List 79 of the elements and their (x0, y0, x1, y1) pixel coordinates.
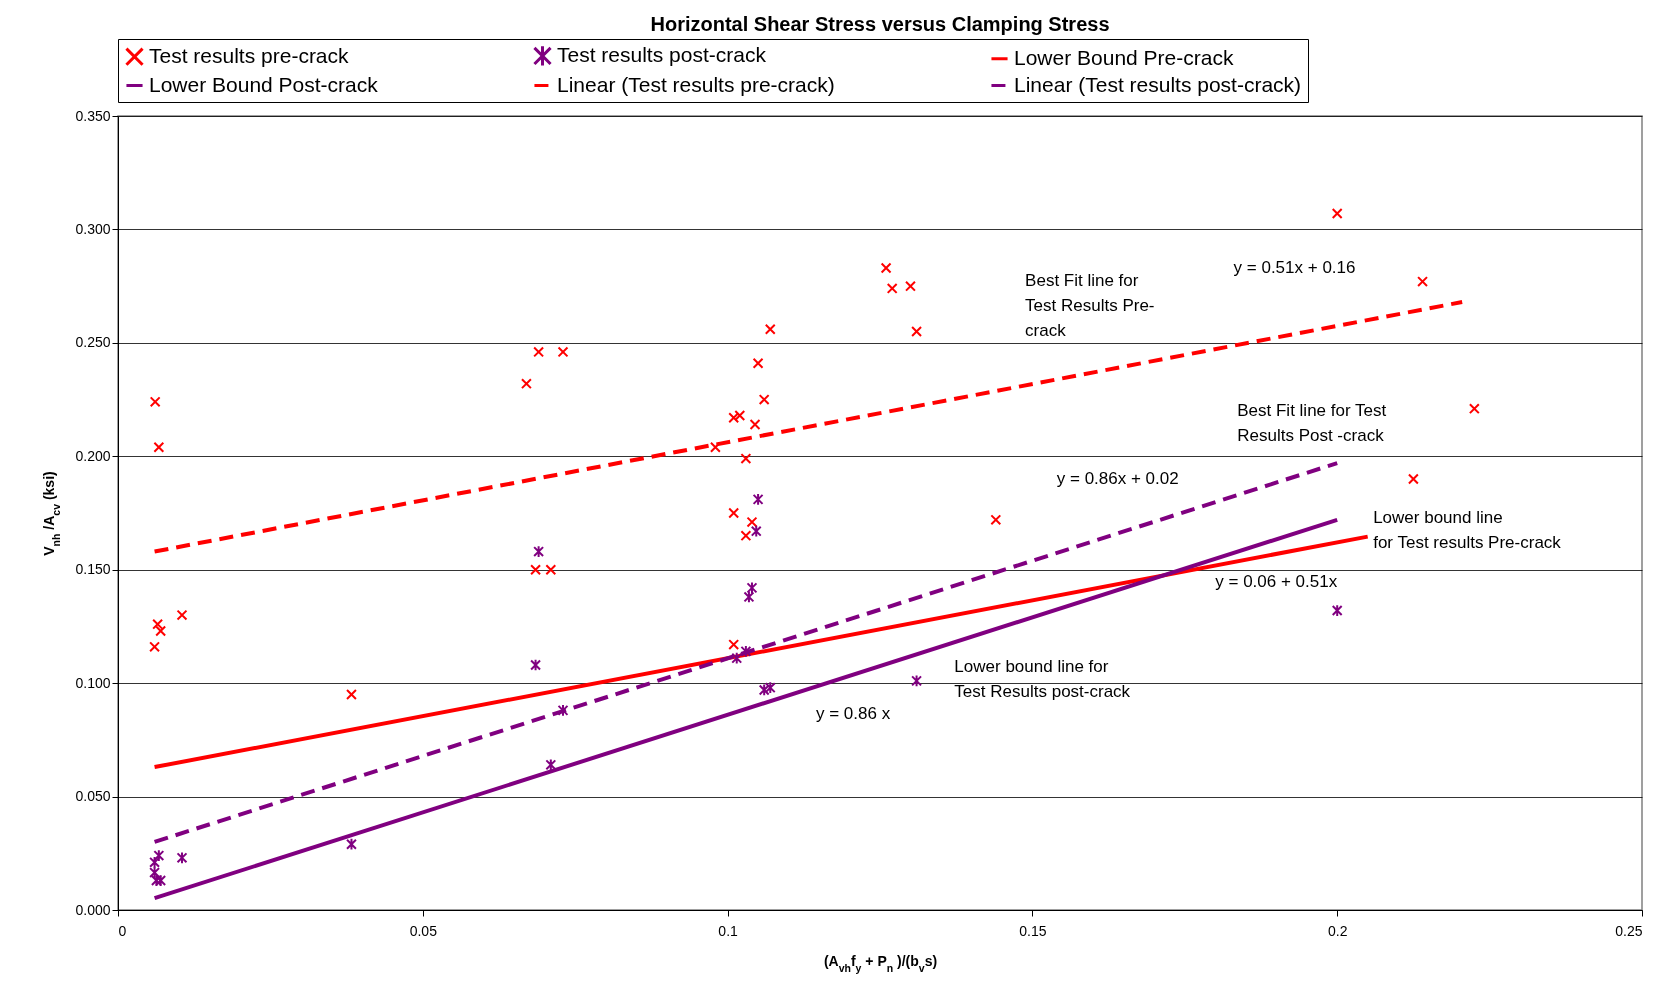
point (709, 441, 721, 453)
point (346, 689, 357, 700)
point (746, 516, 758, 528)
legend-label: Lower Bound Pre-crack (1014, 45, 1234, 69)
point (750, 524, 762, 538)
point (153, 441, 165, 453)
text: (A$_{vh}$f$_{y}$ + P$_{n}$ )/(b$_{v}$s) (823, 952, 938, 974)
annotation: y = 0.86x + 0.02 (1056, 468, 1179, 488)
legend-label: Test results post-crack (557, 42, 767, 66)
legend-label: Linear (Test results pre-crack) (557, 72, 835, 96)
point (746, 581, 758, 595)
x-tick-label: 0.2 (1327, 922, 1348, 939)
point (1407, 473, 1419, 485)
point (743, 590, 755, 604)
point (734, 409, 746, 421)
annotation: Best Fit line for Test Results Post -crack (1237, 401, 1387, 446)
point (728, 507, 740, 519)
point (728, 412, 740, 424)
point (530, 564, 542, 576)
point (731, 651, 743, 665)
x-tick-label: 0 (118, 922, 127, 939)
point (176, 609, 188, 621)
point (557, 346, 569, 358)
point (990, 514, 1002, 526)
x-tick-label: 0.15 (1019, 922, 1047, 939)
point (728, 639, 740, 651)
point (905, 280, 916, 292)
point (740, 645, 752, 658)
point (346, 837, 357, 851)
point (1331, 604, 1343, 617)
legend-label: Test results pre-crack (149, 43, 350, 67)
y-tick-label: 0.100 (75, 674, 111, 691)
point (880, 262, 892, 274)
y-tick-label: 0.200 (75, 447, 111, 464)
point (911, 326, 923, 337)
annotation: y = 0.06 + 0.51x (1215, 571, 1338, 591)
point (752, 493, 764, 506)
y-tick-label: 0.000 (75, 901, 111, 918)
legend-label: Linear (Test results post-crack) (1014, 72, 1302, 96)
point (149, 641, 161, 653)
y-tick-label: 0.300 (75, 220, 111, 237)
point (545, 564, 557, 576)
point (557, 704, 569, 717)
y-tick-label: 0.250 (75, 334, 111, 351)
point (1331, 208, 1343, 220)
point (764, 681, 776, 695)
legend-label: Lower Bound Post-crack (149, 72, 379, 96)
point (764, 323, 776, 335)
x-tick-label: 0.1 (718, 922, 739, 939)
annotation: Lower bound line for Test Results post-crack (954, 657, 1131, 702)
point (149, 855, 161, 869)
point (749, 419, 761, 430)
y-tick-label: 0.050 (75, 788, 111, 805)
point (533, 346, 545, 358)
point (520, 378, 532, 390)
annotation: y = 0.51x + 0.16 (1233, 257, 1356, 277)
point (545, 758, 557, 772)
chart-title: Horizontal Shear Stress versus Clamping Stress (650, 12, 1110, 35)
point (149, 396, 161, 408)
x-tick-label: 0.25 (1615, 922, 1643, 939)
y-tick-label: 0.350 (75, 107, 111, 124)
annotation: Lower bound line for Test results Pre-crack (1373, 507, 1562, 552)
point (530, 658, 542, 672)
point (740, 453, 752, 465)
point (752, 357, 764, 369)
point (176, 851, 188, 865)
y-tick-label: 0.150 (75, 561, 111, 578)
point (758, 394, 770, 406)
annotation: y = 0.86 x (815, 704, 891, 724)
point (533, 545, 545, 558)
x-tick-label: 0.05 (409, 922, 438, 939)
point (758, 683, 770, 697)
point (1468, 403, 1480, 415)
annotation: Best Fit line for Test Results Pre- crack (1025, 270, 1155, 340)
point (886, 282, 898, 294)
point (1417, 276, 1429, 288)
point (911, 674, 923, 688)
point (740, 530, 752, 542)
point (153, 849, 165, 862)
